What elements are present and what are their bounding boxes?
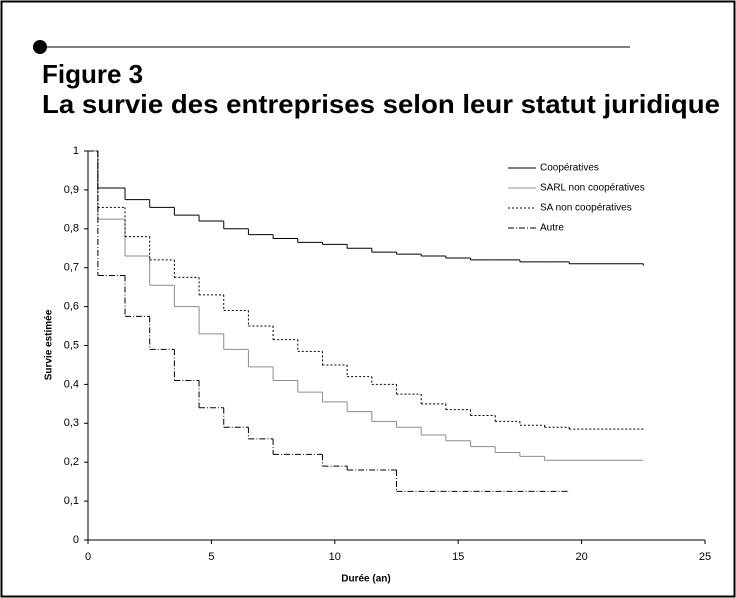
x-tick-label: 20 bbox=[575, 551, 587, 563]
y-tick-label: 0,3 bbox=[64, 417, 79, 429]
legend-label: SARL non coopératives bbox=[540, 183, 645, 194]
x-tick-label: 5 bbox=[208, 551, 214, 563]
x-tick-label: 10 bbox=[329, 551, 341, 563]
x-tick-label: 15 bbox=[452, 551, 464, 563]
x-tick-label: 0 bbox=[85, 551, 91, 563]
y-axis-label: Survie estimée bbox=[44, 309, 55, 380]
y-tick-label: 0,8 bbox=[64, 223, 79, 235]
y-tick-label: 0,4 bbox=[64, 378, 79, 390]
legend-label: Autre bbox=[540, 223, 564, 234]
x-axis-label: Durée (an) bbox=[341, 574, 390, 585]
y-tick-label: 0,2 bbox=[64, 456, 79, 468]
figure-label: Figure 3 bbox=[42, 59, 143, 89]
chart-title: La survie des entreprises selon leur sta… bbox=[42, 89, 720, 119]
y-tick-label: 0,5 bbox=[64, 339, 79, 351]
y-tick-label: 0,6 bbox=[64, 301, 79, 313]
y-tick-label: 1 bbox=[73, 145, 79, 157]
x-tick-label: 25 bbox=[699, 551, 711, 563]
y-tick-label: 0 bbox=[73, 534, 79, 546]
legend-label: SA non coopératives bbox=[540, 203, 632, 214]
y-tick-label: 0,9 bbox=[64, 184, 79, 196]
legend-label: Coopératives bbox=[540, 163, 599, 174]
y-tick-label: 0,1 bbox=[64, 495, 79, 507]
y-tick-label: 0,7 bbox=[64, 262, 79, 274]
